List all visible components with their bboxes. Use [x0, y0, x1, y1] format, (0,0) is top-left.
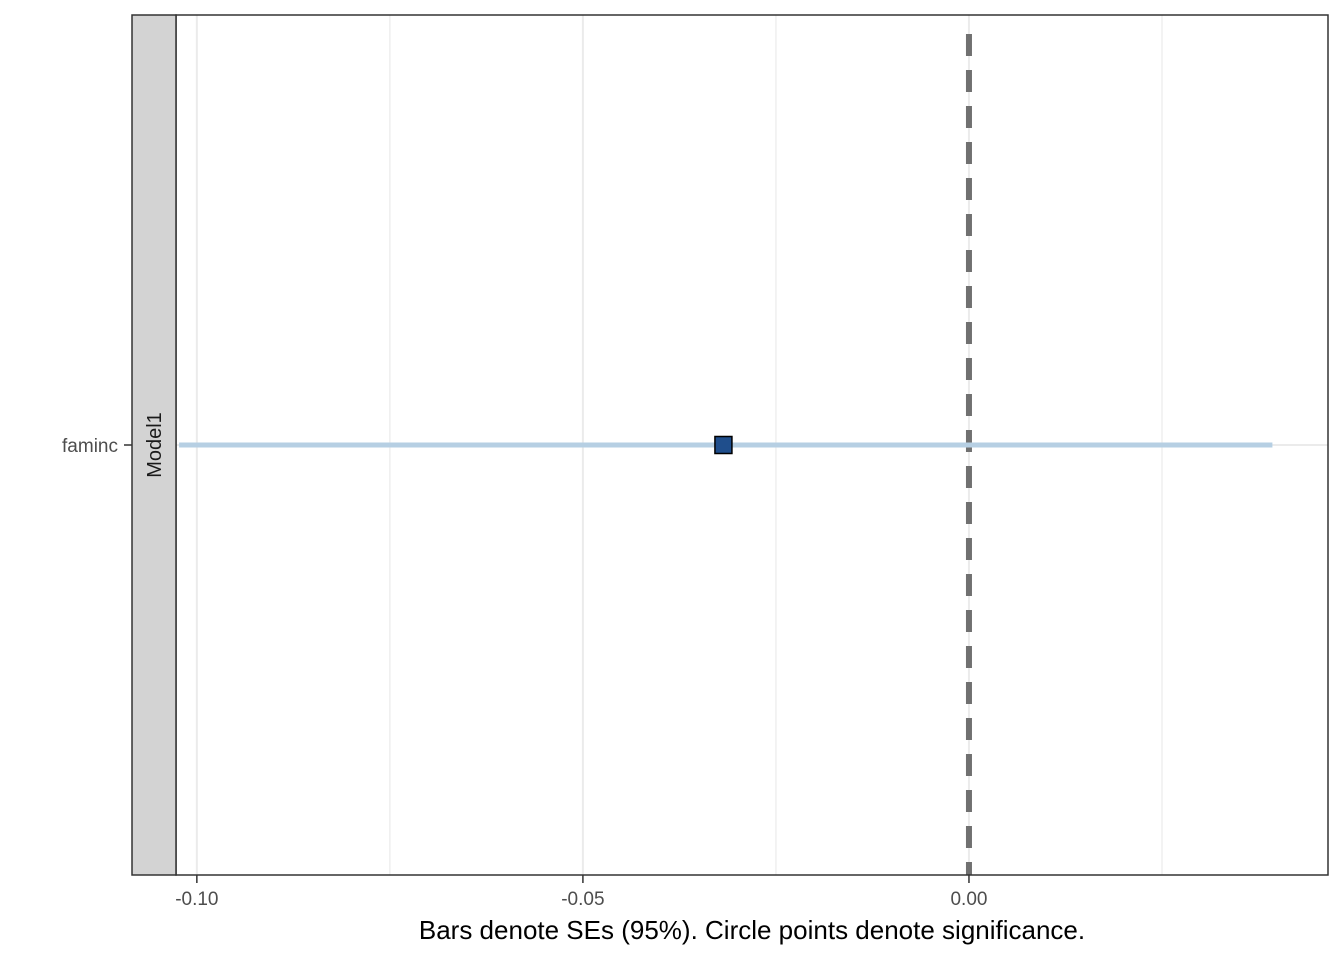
points: [714, 435, 733, 455]
x-tick-label-0: -0.10: [175, 889, 218, 910]
x-tick-label-2: 0.00: [950, 889, 987, 910]
facet-strip-label: Model1: [144, 412, 166, 478]
x-axis-title: Bars denote SEs (95%). Circle points den…: [419, 915, 1085, 945]
y-axis: faminc: [62, 436, 132, 457]
y-tick-label-faminc: faminc: [62, 436, 118, 457]
point-faminc: [714, 435, 733, 455]
x-tick-label-1: -0.05: [561, 889, 604, 910]
x-axis: -0.10 -0.05 0.00: [175, 875, 987, 910]
facet-strip: [131, 14, 177, 876]
